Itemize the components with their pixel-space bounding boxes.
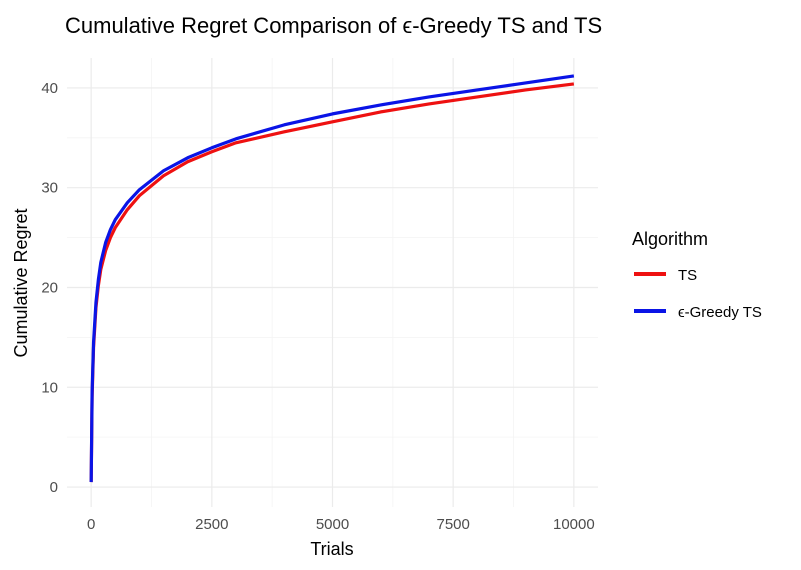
x-axis-ticks: 0 2500 5000 7500 10000 <box>87 516 595 533</box>
legend-label-ts: TS <box>678 267 697 284</box>
x-tick-label: 5000 <box>316 516 349 533</box>
legend: Algorithm TS ϵ-Greedy TS <box>632 229 762 321</box>
x-axis-title: Trials <box>310 539 353 559</box>
y-tick-label: 40 <box>41 80 58 97</box>
y-tick-label: 30 <box>41 180 58 197</box>
x-tick-label: 7500 <box>436 516 469 533</box>
y-axis-title: Cumulative Regret <box>11 208 31 357</box>
grid <box>67 58 598 507</box>
series-layer <box>89 74 575 483</box>
x-tick-label: 2500 <box>195 516 228 533</box>
y-axis-ticks: 0 10 20 30 40 <box>41 80 58 496</box>
legend-label-egreedy-ts: ϵ-Greedy TS <box>678 304 762 321</box>
legend-title: Algorithm <box>632 229 708 249</box>
y-tick-label: 10 <box>41 379 58 396</box>
series-line-1 <box>89 74 575 483</box>
x-tick-label: 0 <box>87 516 95 533</box>
y-tick-label: 0 <box>50 479 58 496</box>
x-tick-label: 10000 <box>553 516 595 533</box>
chart-title: Cumulative Regret Comparison of ϵ-Greedy… <box>65 13 602 38</box>
y-tick-label: 20 <box>41 279 58 296</box>
